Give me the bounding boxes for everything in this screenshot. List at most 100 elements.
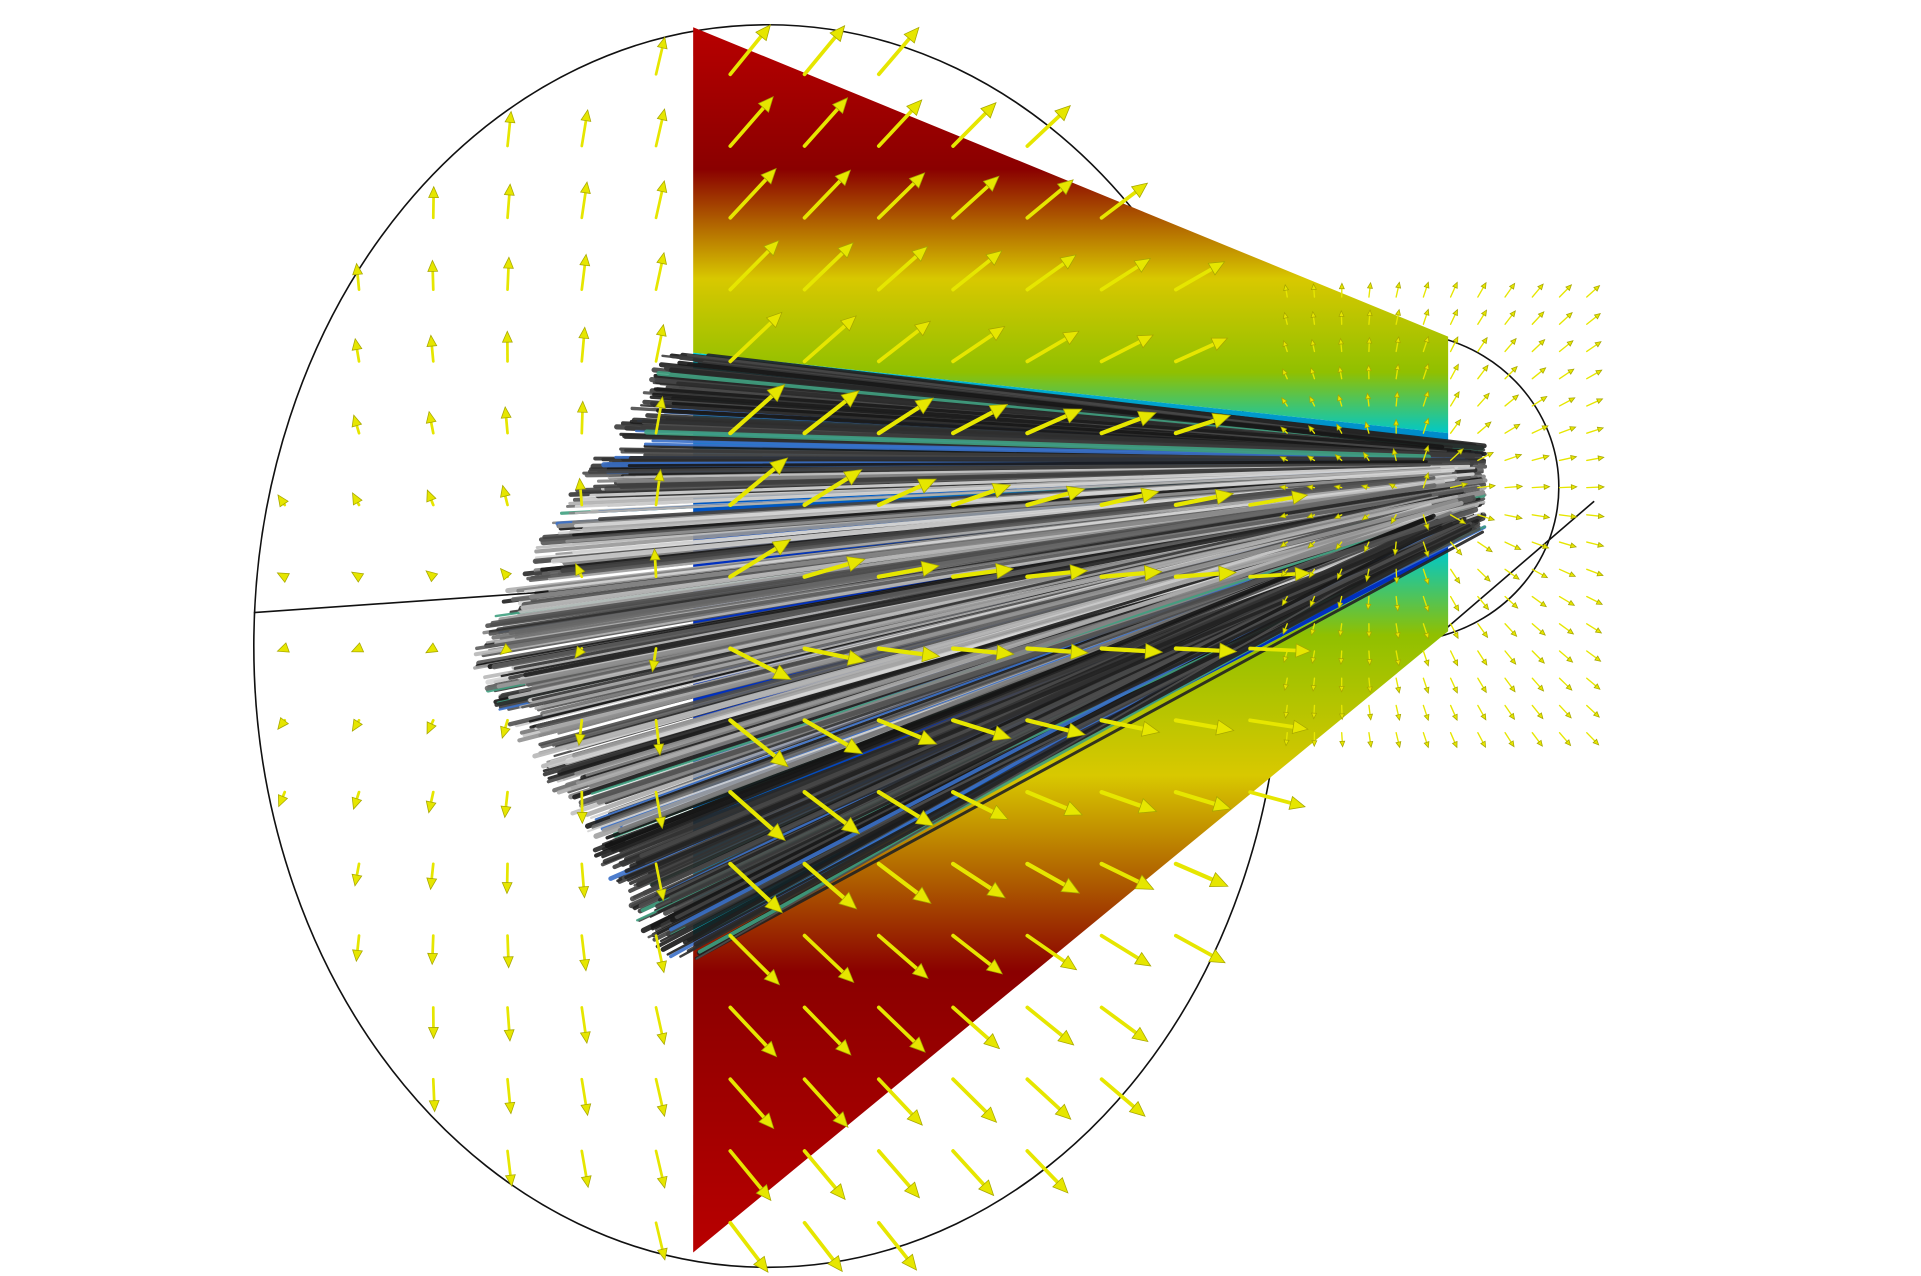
arrow-shaft [654, 187, 664, 220]
arrow-head [277, 716, 290, 730]
arrow-shaft [1099, 861, 1145, 886]
arrow-head [1565, 284, 1573, 292]
arrow [1394, 595, 1401, 612]
arrow-head [502, 256, 514, 269]
arrow [802, 242, 854, 292]
arrow [802, 556, 866, 579]
arrow-head [656, 1032, 668, 1046]
arrow [351, 790, 363, 811]
arrow [1504, 394, 1520, 407]
arrow [1099, 334, 1154, 364]
arrow-head [901, 1253, 918, 1271]
arrow-shaft [1025, 412, 1073, 436]
arrow [1282, 368, 1288, 380]
arrow [1586, 484, 1605, 491]
arrow-shaft [1422, 595, 1428, 609]
arrow-shaft [802, 1005, 845, 1049]
arrow-head [903, 26, 920, 44]
arrow [426, 334, 438, 363]
arrow [1477, 677, 1487, 694]
arrow-head [1361, 514, 1369, 521]
arrow-shaft [431, 1077, 436, 1105]
streamline [666, 530, 1461, 956]
arrow [1558, 368, 1575, 380]
arrow-head [838, 891, 858, 910]
arrow-shaft [1173, 718, 1224, 731]
arrow [802, 97, 849, 148]
arrow-shaft [728, 1149, 766, 1194]
arrow [1422, 650, 1430, 667]
arrow-head [1208, 871, 1229, 887]
arrow-head [1366, 309, 1373, 317]
arrow-head [1130, 182, 1149, 199]
arrow-head [655, 323, 667, 337]
arrow-shaft [728, 463, 780, 508]
arrow-head [1482, 603, 1490, 611]
arrow [654, 862, 667, 902]
arrow [654, 1077, 668, 1118]
arrow-shaft [1477, 568, 1488, 580]
arrow [1279, 541, 1288, 548]
arrow-head [1597, 455, 1605, 462]
arrow-shaft [1449, 623, 1457, 636]
arrow-shaft [654, 331, 664, 363]
arrow [425, 570, 439, 583]
streamline [514, 485, 1478, 639]
arrow [1558, 340, 1574, 353]
arrow-shaft [1422, 339, 1428, 353]
arrow-shaft [1504, 677, 1514, 690]
arrow [1449, 650, 1459, 667]
streamline [519, 490, 1486, 685]
arrow-shaft [950, 408, 999, 436]
arrow-head [1137, 798, 1158, 814]
arrow [1477, 336, 1488, 353]
arrow-head [426, 334, 438, 347]
arrow [1422, 281, 1430, 298]
arrow-head [837, 242, 854, 259]
arrow [1282, 311, 1289, 325]
arrow [1310, 677, 1317, 692]
arrow-shaft [802, 176, 845, 220]
arrow [580, 1077, 592, 1117]
arrow [1338, 677, 1345, 693]
cone-tip-arc [1435, 335, 1560, 639]
arrow-head [771, 664, 792, 680]
arrow [1173, 337, 1229, 364]
arrow [277, 494, 289, 508]
arrow-head [1052, 1176, 1069, 1194]
arrow [950, 861, 1006, 899]
arrow-head [1337, 365, 1344, 373]
arrow-shaft [1422, 394, 1428, 407]
arrow-head [1310, 656, 1317, 665]
arrow-head [842, 469, 863, 486]
arrow-head [1395, 741, 1402, 749]
arrow [728, 1220, 769, 1273]
arrow-head [1566, 340, 1574, 347]
arrow-shaft [1422, 421, 1428, 434]
arrow-head [1461, 482, 1469, 488]
arrow-head [578, 886, 590, 899]
arrow-head [1393, 418, 1400, 426]
arrow-head [1294, 566, 1312, 582]
arrow-shaft [654, 259, 664, 291]
arrow-shaft [1586, 457, 1601, 462]
arrow [1422, 444, 1430, 462]
arrow-shaft [1099, 492, 1149, 508]
arrow [1449, 514, 1467, 525]
arrow-head [763, 239, 780, 257]
arrow [1477, 364, 1489, 380]
arrow-head [656, 36, 668, 50]
arrow [654, 1006, 668, 1046]
arrow-head [837, 966, 855, 983]
arrow-shaft [1449, 514, 1463, 523]
arrow-shaft [802, 474, 854, 508]
arrow-shaft [951, 1005, 993, 1044]
arrow-head [1423, 713, 1430, 722]
arrow [1394, 623, 1401, 640]
arrow [1531, 483, 1551, 490]
arrow [951, 1005, 1001, 1050]
arrow [1338, 337, 1345, 353]
streamline [593, 462, 1431, 489]
arrow [1310, 338, 1317, 353]
arrow-shaft [1449, 285, 1457, 298]
